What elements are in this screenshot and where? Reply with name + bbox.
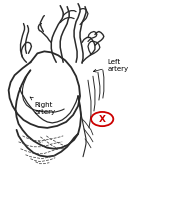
Text: Left
artery: Left artery xyxy=(93,59,129,72)
Text: Right
artery: Right artery xyxy=(30,97,56,115)
Text: X: X xyxy=(99,115,106,124)
